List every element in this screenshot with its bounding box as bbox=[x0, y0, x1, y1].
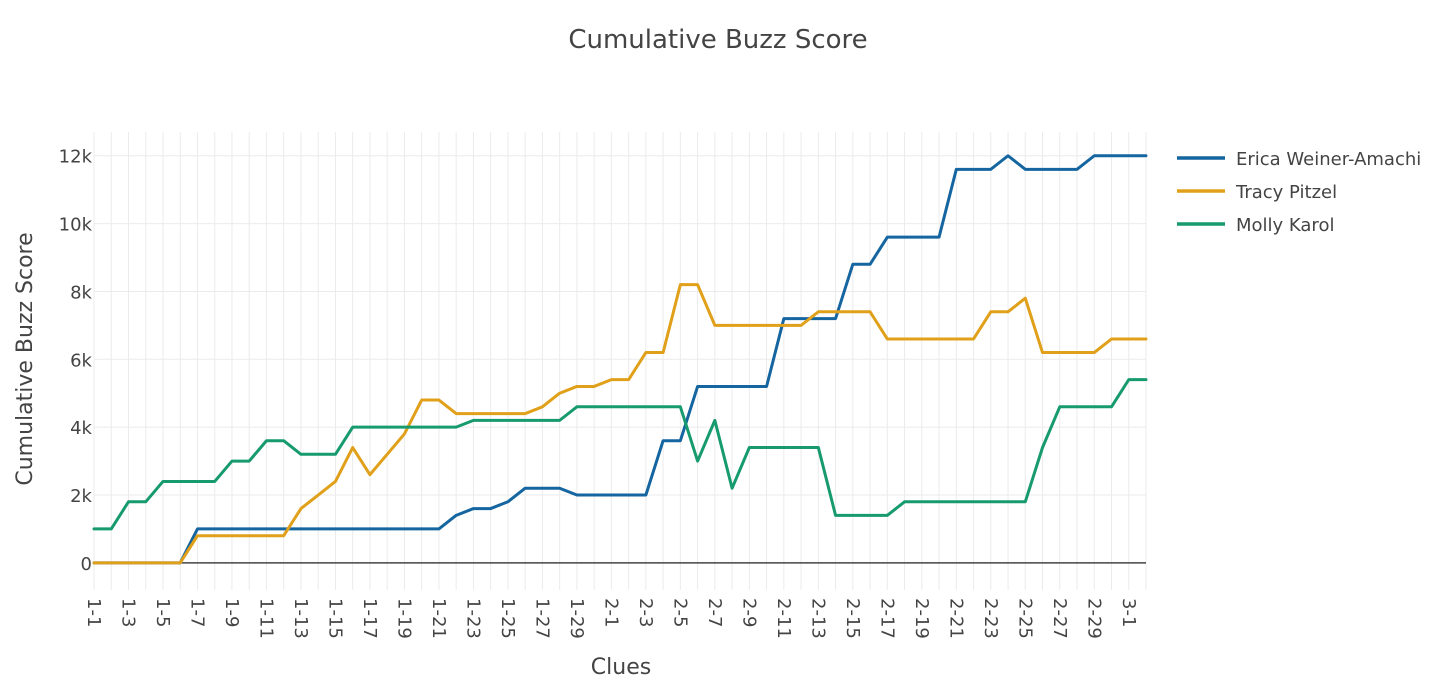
x-tick-label: 2-9 bbox=[738, 598, 759, 627]
y-gridlines bbox=[94, 155, 1146, 496]
series-lines bbox=[92, 154, 1148, 565]
y-tick-labels: 0 2k 4k 6k 8k 10k 12k bbox=[59, 147, 93, 575]
y-tick-label: 8k bbox=[70, 282, 92, 303]
x-tick-label: 2-3 bbox=[635, 598, 656, 627]
series-line-molly-karol bbox=[92, 378, 1148, 531]
x-tick-label: 1-13 bbox=[290, 598, 311, 639]
x-tick-label: 1-11 bbox=[255, 598, 276, 639]
x-tick-label: 1-3 bbox=[117, 598, 138, 627]
y-tick-label: 10k bbox=[59, 215, 93, 236]
x-tick-label: 1-23 bbox=[462, 598, 483, 639]
x-tick-label: 3-1 bbox=[1118, 598, 1139, 627]
x-tick-label: 2-25 bbox=[1014, 598, 1035, 639]
legend-item-label: Tracy Pitzel bbox=[1235, 182, 1337, 203]
x-tick-label: 1-29 bbox=[566, 598, 587, 639]
x-tick-label: 1-7 bbox=[186, 598, 207, 627]
x-tick-label: 1-17 bbox=[359, 598, 380, 639]
x-tick-labels: 1-1 1-3 1-5 1-7 1-9 1-11 1-13 1-15 1-17 1-19 1-21 1… bbox=[83, 598, 1139, 639]
x-tick-label: 1-27 bbox=[531, 598, 552, 639]
x-tick-label: 1-9 bbox=[221, 598, 242, 627]
x-tick-label: 2-1 bbox=[600, 598, 621, 627]
y-tick-label: 6k bbox=[70, 350, 92, 371]
x-tick-label: 2-5 bbox=[669, 598, 690, 627]
y-tick-label: 0 bbox=[81, 554, 92, 575]
x-tick-label: 2-23 bbox=[980, 598, 1001, 639]
x-tick-label: 2-29 bbox=[1083, 598, 1104, 639]
x-gridlines bbox=[93, 132, 1147, 590]
series-line-tracy-pitzel bbox=[92, 283, 1148, 565]
x-tick-label: 2-11 bbox=[773, 598, 794, 639]
x-tick-label: 2-27 bbox=[1049, 598, 1070, 639]
x-tick-label: 2-15 bbox=[842, 598, 863, 639]
x-tick-label: 1-1 bbox=[83, 598, 104, 627]
legend: Erica Weiner-Amachi Tracy Pitzel Molly Kar… bbox=[1177, 149, 1421, 236]
x-tick-label: 2-7 bbox=[704, 598, 725, 627]
y-axis-title: Cumulative Buzz Score bbox=[13, 232, 38, 485]
x-tick-label: 1-25 bbox=[497, 598, 518, 639]
x-tick-label: 1-15 bbox=[324, 598, 345, 639]
x-tick-label: 1-21 bbox=[428, 598, 449, 639]
y-tick-label: 4k bbox=[70, 418, 92, 439]
x-tick-label: 2-17 bbox=[876, 598, 897, 639]
series-line-erica-weiner-amachi bbox=[92, 154, 1148, 565]
x-axis-title: Clues bbox=[591, 655, 651, 680]
y-tick-label: 2k bbox=[70, 486, 92, 507]
x-tick-label: 2-21 bbox=[945, 598, 966, 639]
chart-title: Cumulative Buzz Score bbox=[568, 25, 867, 55]
legend-item-label: Molly Karol bbox=[1236, 215, 1334, 236]
y-tick-label: 12k bbox=[59, 147, 93, 168]
x-tick-label: 1-5 bbox=[152, 598, 173, 627]
x-tick-label: 1-19 bbox=[393, 598, 414, 639]
x-tick-label: 2-13 bbox=[807, 598, 828, 639]
legend-item-label: Erica Weiner-Amachi bbox=[1236, 149, 1421, 170]
x-tick-label: 2-19 bbox=[911, 598, 932, 639]
